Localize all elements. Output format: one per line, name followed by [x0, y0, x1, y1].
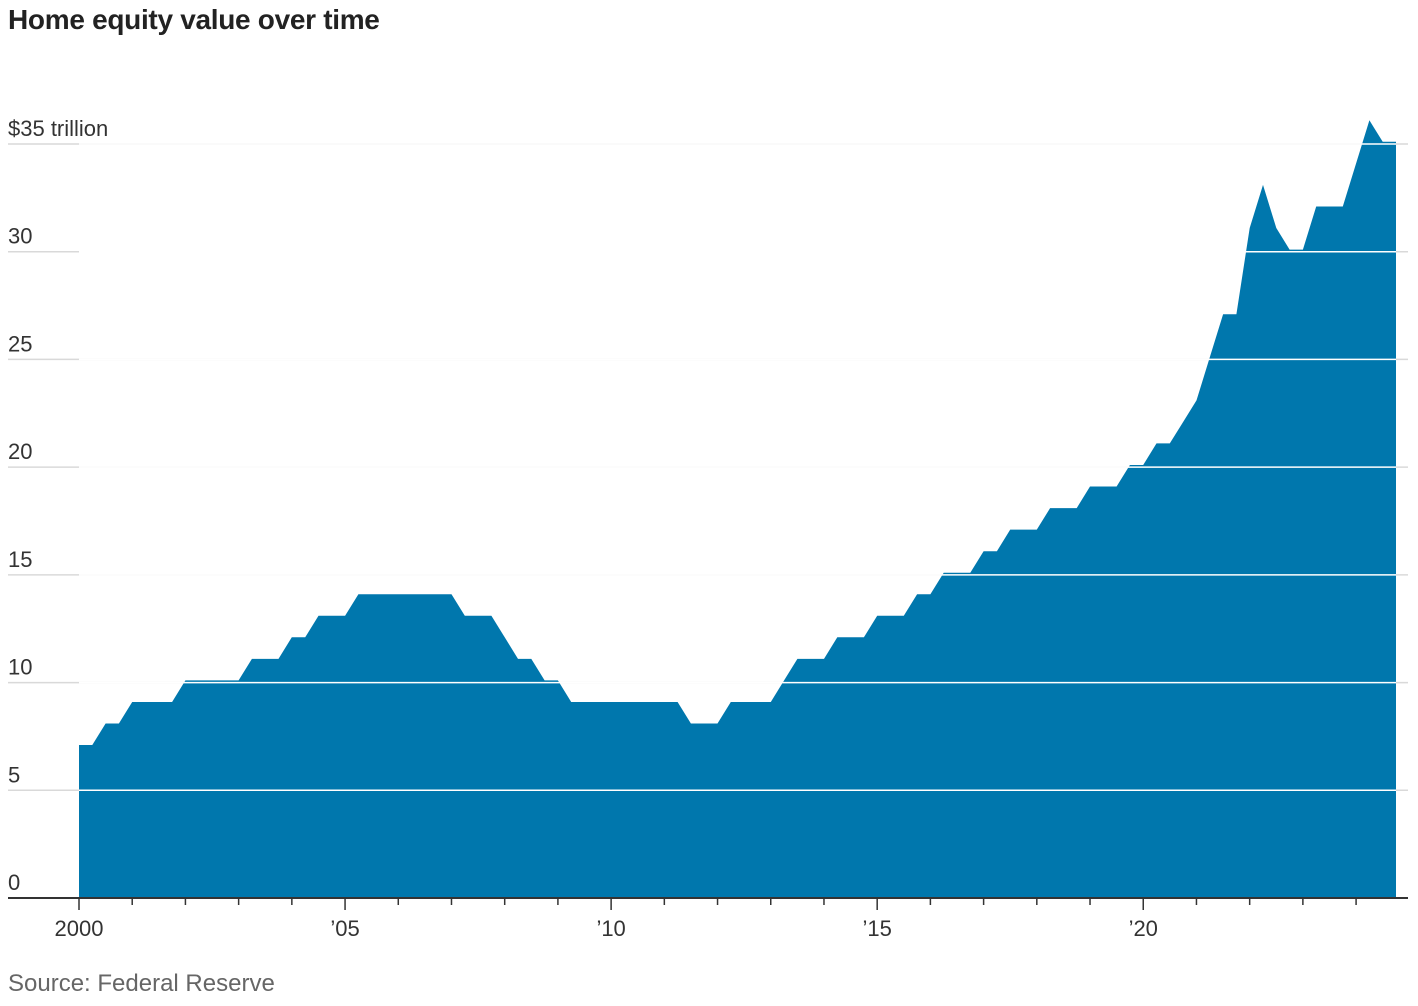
y-tick-label: 15	[8, 547, 32, 572]
gridlines-over-area	[79, 143, 1396, 792]
x-tick-label: ’20	[1129, 916, 1158, 941]
x-tick-label: 2000	[55, 916, 104, 941]
y-axis-ticks: 0 5 10 15 20 25 30 $35 trillion	[8, 116, 108, 895]
chart-title: Home equity value over time	[8, 4, 380, 35]
x-axis-ticks: 2000 ’05 ’10 ’15 ’20	[55, 898, 1357, 941]
source-note: Source: Federal Reserve	[8, 970, 275, 997]
y-tick-label: $35 trillion	[8, 116, 108, 141]
y-tick-label: 0	[8, 870, 20, 895]
y-tick-label: 25	[8, 331, 32, 356]
equity-area	[79, 120, 1396, 899]
x-tick-label: ’15	[863, 916, 892, 941]
y-tick-label: 10	[8, 655, 32, 680]
y-tick-label: 30	[8, 224, 32, 249]
y-tick-label: 5	[8, 762, 20, 787]
x-tick-label: ’10	[596, 916, 625, 941]
x-tick-label: ’05	[330, 916, 359, 941]
y-tick-label: 20	[8, 439, 32, 464]
